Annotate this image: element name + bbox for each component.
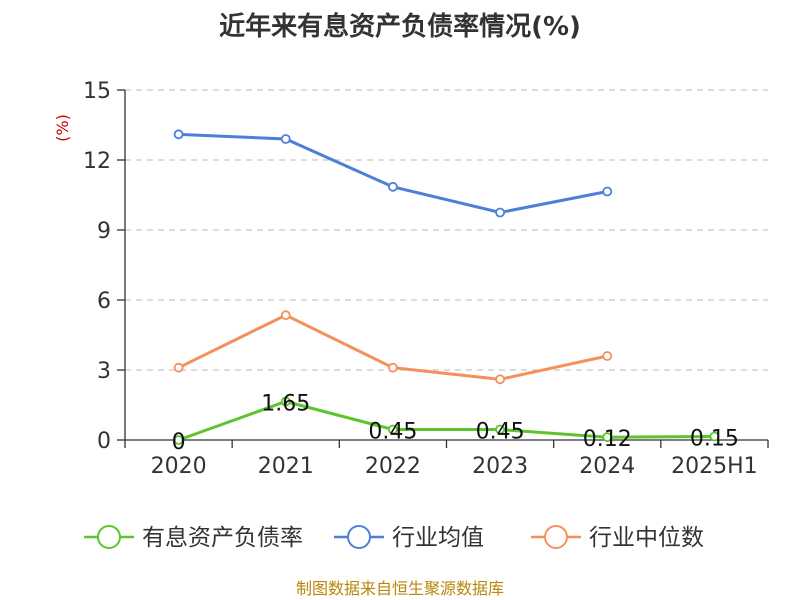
x-tick-label: 2021	[258, 454, 314, 479]
data-label: 0.45	[368, 420, 417, 445]
data-point[interactable]	[280, 310, 291, 321]
data-point[interactable]	[495, 374, 505, 385]
data-point[interactable]	[602, 351, 613, 361]
x-tick-label: 2024	[579, 454, 635, 479]
data-label: 0	[172, 430, 186, 455]
legend[interactable]: 有息资产负债率 行业均值 行业中位数	[84, 525, 704, 551]
y-tick-label: 3	[97, 359, 111, 384]
chart-title: 近年来有息资产负债率情况(%)	[219, 12, 581, 42]
data-point[interactable]	[280, 134, 291, 144]
data-point[interactable]	[173, 362, 184, 373]
grid-lines	[125, 89, 768, 371]
legend-item-2[interactable]: 行业中位数	[531, 525, 704, 551]
data-point[interactable]	[173, 435, 184, 445]
data-point[interactable]	[495, 424, 505, 435]
data-point[interactable]	[388, 424, 398, 435]
data-label: 0.45	[476, 420, 525, 445]
legend-label: 有息资产负债率	[142, 525, 303, 551]
series-line-0	[178, 399, 715, 442]
data-labels: 0 1.65 0.45 0.45 0.12 0.15	[172, 392, 739, 456]
legend-item-1[interactable]: 行业均值	[334, 525, 484, 551]
data-point[interactable]	[388, 181, 398, 192]
series-lines	[173, 129, 720, 445]
legend-label: 行业中位数	[589, 525, 704, 551]
data-label: 0.12	[583, 427, 632, 452]
y-axis-label: (%)	[53, 114, 72, 142]
x-tick-label: 2023	[472, 454, 528, 479]
y-tick-label: 15	[83, 79, 111, 104]
source-note: 制图数据来自恒生聚源数据库	[296, 579, 504, 598]
data-point[interactable]	[495, 207, 505, 218]
data-point[interactable]	[173, 129, 184, 140]
legend-label: 行业均值	[392, 525, 484, 551]
data-point[interactable]	[602, 186, 613, 197]
data-label: 0.15	[690, 427, 739, 452]
data-label: 1.65	[261, 392, 310, 417]
legend-item-0[interactable]: 有息资产负债率	[84, 525, 303, 551]
y-tick-label: 6	[97, 289, 111, 314]
legend-marker	[347, 525, 371, 549]
data-point[interactable]	[709, 431, 720, 442]
x-tick-label: 2025H1	[671, 454, 758, 479]
data-point[interactable]	[602, 432, 613, 443]
y-tick-label: 0	[97, 429, 111, 454]
data-point[interactable]	[280, 396, 291, 407]
x-tick-label: 2020	[151, 454, 207, 479]
legend-marker	[544, 525, 568, 549]
legend-marker	[97, 525, 121, 549]
data-point[interactable]	[388, 362, 398, 373]
x-tick-label: 2022	[365, 454, 421, 479]
y-tick-label: 12	[83, 149, 111, 174]
y-tick-label: 9	[97, 219, 111, 244]
axes: 0 3 6 9 12 15 2020 2021 2022 2023 2024 2025H1	[83, 79, 769, 479]
series-line-1	[178, 132, 608, 215]
